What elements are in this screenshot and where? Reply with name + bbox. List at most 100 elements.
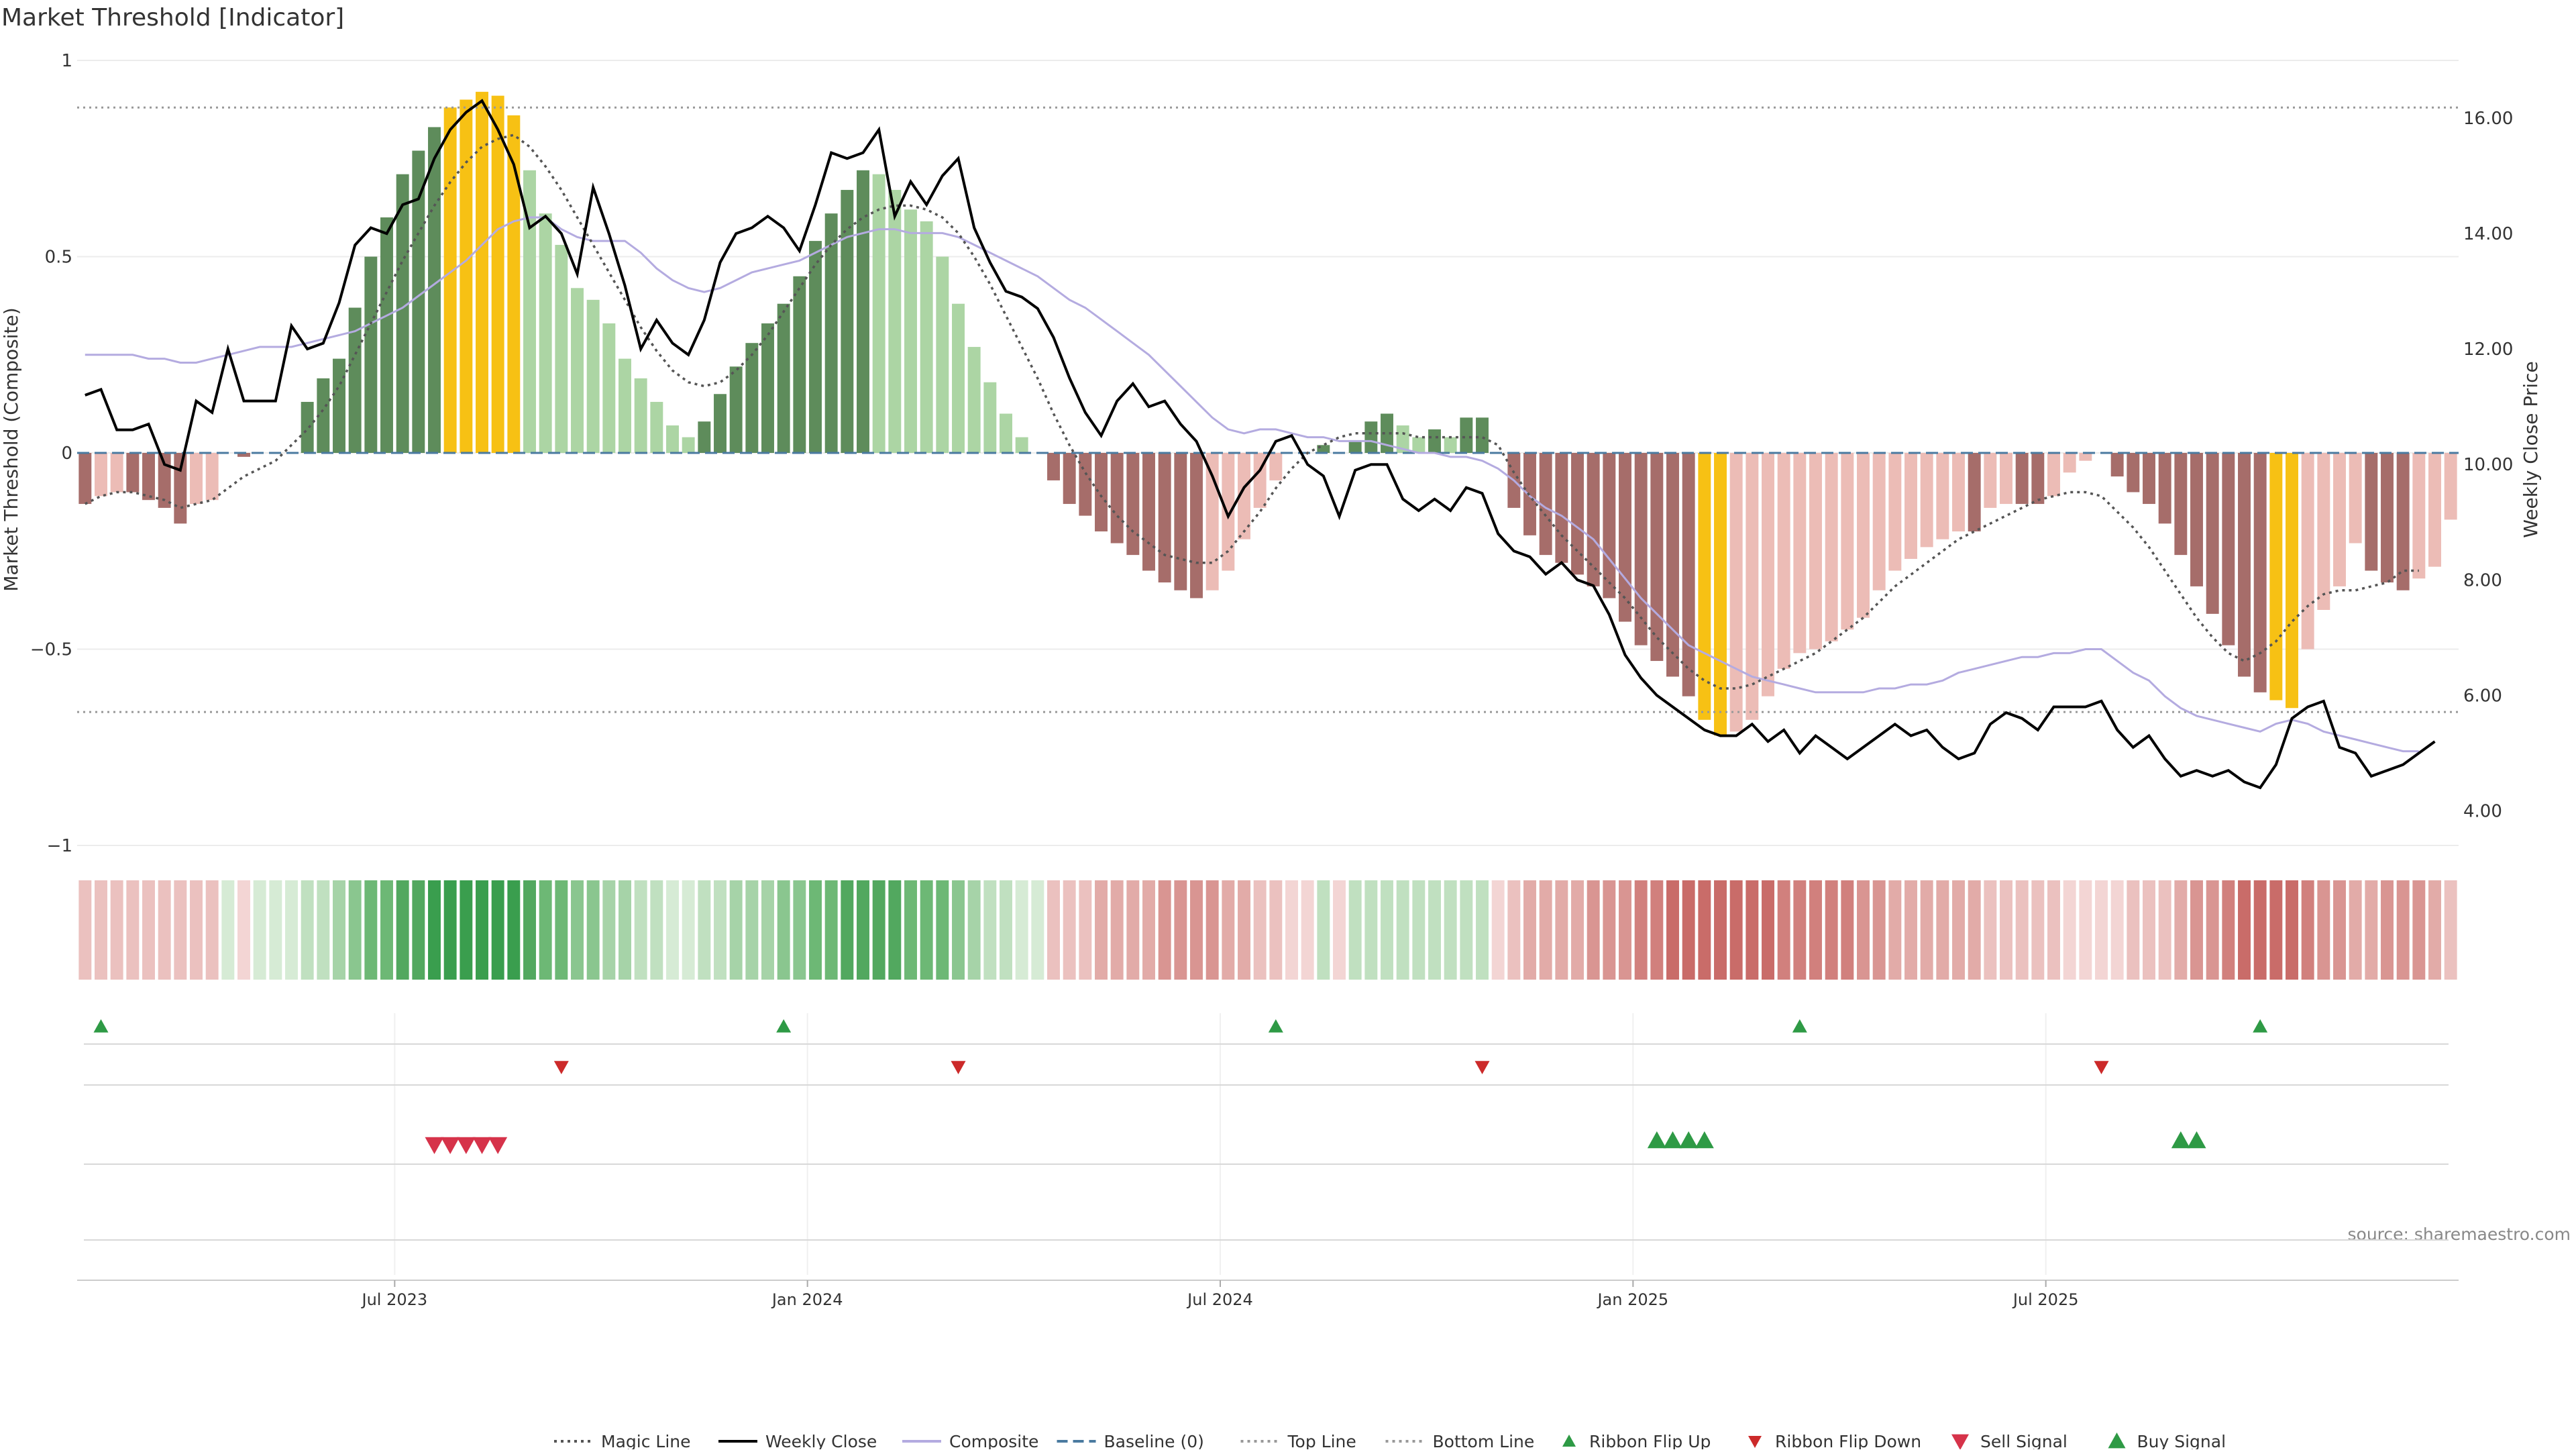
composite-bars (78, 91, 2457, 736)
composite-bar (872, 174, 885, 453)
x-tick-label: Jan 2024 (771, 1290, 843, 1309)
composite-bar (1968, 453, 1981, 531)
legend-swatch (2108, 1433, 2126, 1449)
ribbon-cell (920, 880, 933, 980)
composite-bar (1269, 453, 1283, 480)
composite-bar (301, 401, 314, 453)
composite-bar (1539, 453, 1552, 556)
composite-bar (571, 288, 584, 453)
composite-bar (824, 213, 838, 453)
composite-bar (904, 209, 917, 453)
ribbon-cell (1444, 880, 1457, 980)
composite-bar (1396, 425, 1409, 453)
composite-bar (857, 170, 869, 454)
composite-bar (1984, 453, 1997, 508)
ribbon-cell (95, 880, 107, 980)
composite-bar (2158, 453, 2171, 524)
composite-bar (666, 425, 679, 453)
sell-signal-marker (472, 1137, 492, 1154)
ribbon-cell (1142, 880, 1155, 980)
ribbon-cell (1000, 880, 1012, 980)
sell-signal-marker (488, 1137, 508, 1154)
composite-bar (2381, 453, 2394, 583)
ribbon-cell (1698, 880, 1711, 980)
sell-signal-marker (441, 1137, 460, 1154)
legend-swatch (1951, 1434, 1969, 1450)
ribbon-cell (1460, 880, 1473, 980)
composite-bar (2349, 453, 2362, 543)
composite-bar (1110, 453, 1124, 543)
composite-bar (809, 241, 822, 453)
composite-bar (650, 401, 663, 453)
ribbon-cell (1619, 880, 1631, 980)
ribbon-cell (1634, 880, 1648, 980)
signal-markers (93, 1019, 2268, 1154)
ribbon-cell (2317, 880, 2330, 980)
ribbon-cell (333, 880, 345, 980)
composite-bar (174, 453, 187, 524)
composite-bar (920, 221, 933, 453)
composite-bar (1238, 453, 1250, 539)
legend-label: Baseline (0) (1104, 1432, 1204, 1449)
legend-item: Sell Signal (1951, 1432, 2068, 1451)
composite-bar (1095, 453, 1108, 531)
ribbon-cell (1428, 880, 1441, 980)
ribbon-cell (745, 880, 759, 980)
composite-bar (2396, 453, 2410, 590)
ribbon-cell (1650, 880, 1664, 980)
composite-bar (237, 453, 250, 457)
composite-bar (110, 453, 123, 492)
composite-bar (1762, 453, 1774, 696)
composite-bar (2206, 453, 2219, 614)
ribbon-cell (126, 880, 140, 980)
ribbon-flip-up-marker (776, 1019, 792, 1033)
ribbon-cell (1126, 880, 1140, 980)
ribbon-cell (602, 880, 616, 980)
composite-bar (1857, 453, 1870, 618)
composite-bar (1634, 453, 1648, 645)
composite-bar (95, 453, 107, 497)
ribbon-cell (619, 880, 631, 980)
ribbon-cell (904, 880, 917, 980)
composite-bar (1000, 413, 1012, 453)
y-axis-right-label: Weekly Close Price (2520, 361, 2542, 537)
ribbon-cell (301, 880, 314, 980)
y-tick-label-left: −1 (47, 836, 72, 856)
ribbon-flip-up-marker (93, 1019, 109, 1033)
composite-bar (1063, 453, 1076, 505)
legend-label: Magic Line (601, 1432, 691, 1449)
buy-signal-marker (1663, 1131, 1682, 1149)
ribbon-cell (824, 880, 838, 980)
composite-bar (634, 378, 647, 453)
composite-bar (460, 99, 473, 453)
ribbon-cell (872, 880, 885, 980)
ribbon-cell (1587, 880, 1600, 980)
ribbon-cell (1936, 880, 1949, 980)
composite-bar (380, 217, 393, 453)
ribbon-cell (523, 880, 536, 980)
ribbon-cell (1412, 880, 1426, 980)
composite-bar (539, 213, 552, 453)
composite-bar (729, 366, 743, 453)
ribbon-cell (2190, 880, 2203, 980)
ribbon-cell (2333, 880, 2346, 980)
composite-bar (317, 378, 330, 453)
composite-bar (1460, 417, 1473, 453)
ribbon-cell (2253, 880, 2267, 980)
ribbon-cell (2269, 880, 2283, 980)
composite-bar (78, 453, 92, 505)
ribbon-cell (253, 880, 266, 980)
ribbon-cell (1364, 880, 1378, 980)
ribbon-cell (174, 880, 187, 980)
ribbon-cell (1714, 880, 1727, 980)
ribbon-cell (793, 880, 806, 980)
ribbon-cell (1539, 880, 1552, 980)
ribbon-cell (1110, 880, 1124, 980)
ribbon-flip-down-marker (2094, 1061, 2109, 1074)
ribbon-cell (666, 880, 679, 980)
composite-bar (2238, 453, 2251, 677)
composite-bar (2333, 453, 2346, 586)
chart-title: Market Threshold [Indicator] (1, 4, 344, 32)
legend-label: Bottom Line (1433, 1432, 1535, 1449)
ribbon-cell (1952, 880, 1965, 980)
